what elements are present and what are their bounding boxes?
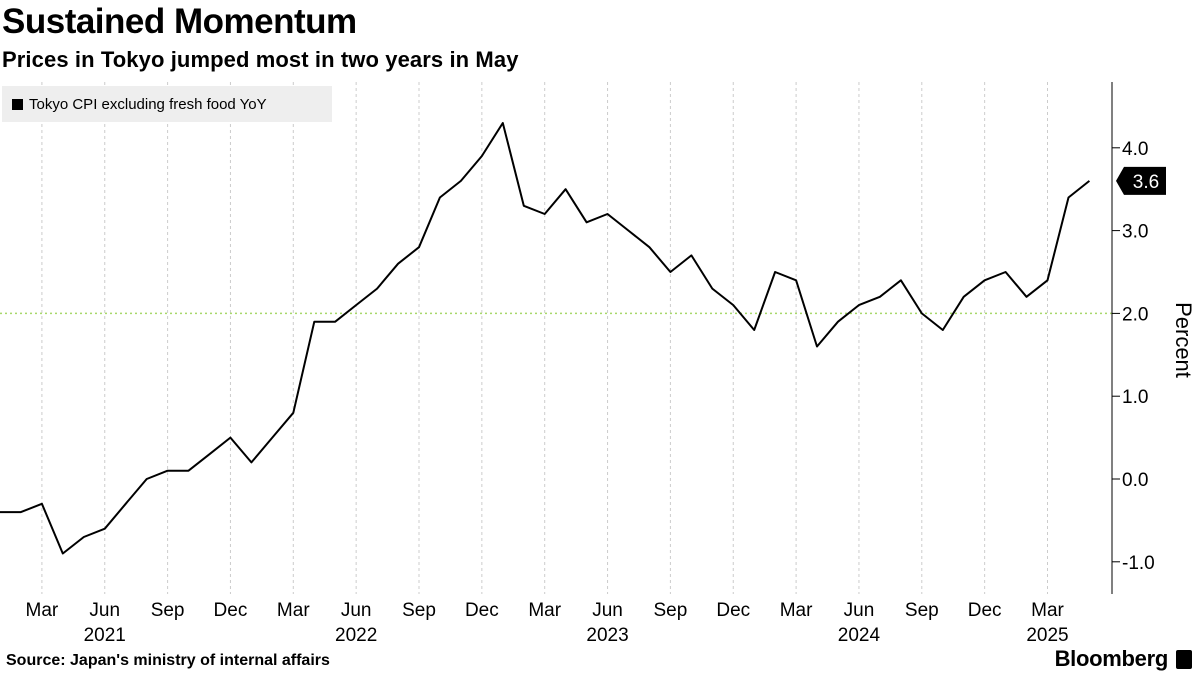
x-tick-label: Sep bbox=[905, 600, 939, 621]
chart-title: Sustained Momentum bbox=[2, 2, 357, 41]
legend: Tokyo CPI excluding fresh food YoY bbox=[2, 86, 332, 122]
legend-swatch bbox=[12, 98, 23, 110]
x-tick-label: Sep bbox=[653, 600, 687, 621]
x-year-label: 2025 bbox=[1026, 625, 1068, 646]
x-year-label: 2022 bbox=[335, 625, 377, 646]
x-tick-label: Mar bbox=[26, 600, 59, 621]
x-tick-label: Jun bbox=[89, 600, 120, 621]
chart-subtitle: Prices in Tokyo jumped most in two years… bbox=[2, 47, 519, 72]
x-tick-label: Dec bbox=[214, 600, 248, 621]
x-tick-label: Jun bbox=[592, 600, 623, 621]
x-tick-label: Mar bbox=[277, 600, 310, 621]
x-tick-label: Sep bbox=[151, 600, 185, 621]
last-value-marker bbox=[1116, 166, 1166, 195]
x-tick-label: Jun bbox=[341, 600, 372, 621]
y-tick-label: 3.0 bbox=[1122, 222, 1148, 243]
x-tick-label: Dec bbox=[465, 600, 499, 621]
y-tick-label: 1.0 bbox=[1122, 387, 1148, 408]
x-tick-label: Mar bbox=[1031, 600, 1064, 621]
x-tick-label: Dec bbox=[968, 600, 1002, 621]
y-tick-label: -1.0 bbox=[1122, 553, 1155, 574]
x-tick-label: Dec bbox=[716, 600, 750, 621]
y-tick-label: 2.0 bbox=[1122, 304, 1148, 325]
y-axis-title: Percent bbox=[1171, 302, 1196, 378]
y-tick-label: 4.0 bbox=[1122, 139, 1148, 160]
x-tick-label: Mar bbox=[780, 600, 813, 621]
brand-logo: Bloomberg bbox=[1054, 646, 1169, 671]
last-value-label: 3.6 bbox=[1133, 172, 1159, 193]
x-year-label: 2021 bbox=[84, 625, 126, 646]
x-tick-label: Sep bbox=[402, 600, 436, 621]
source-note: Source: Japan's ministry of internal aff… bbox=[6, 652, 330, 669]
x-year-label: 2023 bbox=[586, 625, 628, 646]
x-year-label: 2024 bbox=[838, 625, 881, 646]
x-tick-label: Mar bbox=[528, 600, 561, 621]
legend-label: Tokyo CPI excluding fresh food YoY bbox=[29, 95, 267, 113]
y-tick-label: 0.0 bbox=[1122, 470, 1148, 491]
x-tick-label: Jun bbox=[844, 600, 875, 621]
series-line-tokyo-cpi bbox=[0, 122, 1091, 555]
bloomberg-terminal-icon bbox=[1176, 650, 1192, 669]
